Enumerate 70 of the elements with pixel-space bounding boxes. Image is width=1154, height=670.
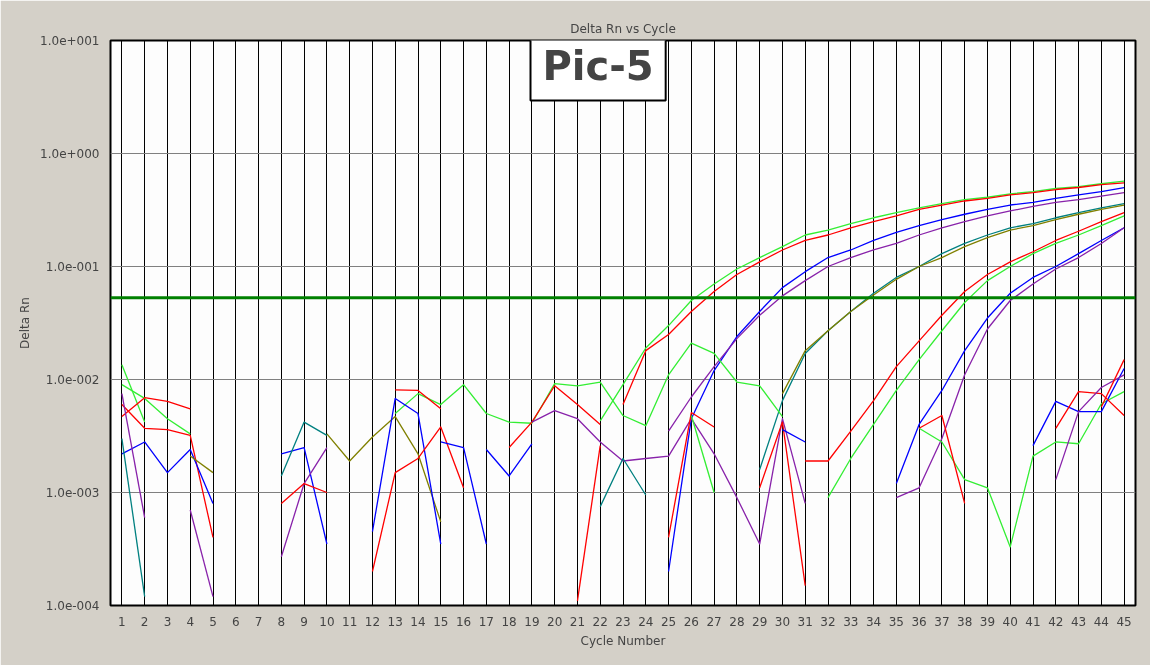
x-tick-label: 39 xyxy=(979,614,996,629)
x-tick-label: 37 xyxy=(934,614,950,629)
chart-title: Delta Rn vs Cycle xyxy=(570,21,676,36)
x-tick-label: 32 xyxy=(820,614,836,629)
x-tick-label: 16 xyxy=(455,614,472,629)
line-series xyxy=(1032,367,1125,447)
line-series xyxy=(326,415,442,523)
x-tick-label: 33 xyxy=(843,614,859,629)
y-tick-label: 1.0e-004 xyxy=(45,599,100,613)
x-tick-label: 12 xyxy=(364,614,381,629)
line-series xyxy=(918,391,1125,548)
x-tick-label: 44 xyxy=(1093,614,1109,629)
x-tick-label: 1 xyxy=(118,614,126,629)
x-tick-label: 18 xyxy=(501,614,517,629)
x-tick-label: 40 xyxy=(1002,614,1018,629)
x-axis-title: Cycle Number xyxy=(580,633,666,648)
x-tick-label: 28 xyxy=(729,614,745,629)
x-tick-label: 5 xyxy=(209,614,217,629)
y-tick-label: 1.0e+001 xyxy=(40,34,100,48)
x-tick-label: 41 xyxy=(1025,614,1041,629)
x-tick-label: 30 xyxy=(774,614,791,629)
x-tick-label: 7 xyxy=(254,614,263,629)
x-tick-label: 8 xyxy=(277,614,286,629)
x-tick-label: 25 xyxy=(660,614,677,629)
line-series xyxy=(804,211,1125,462)
x-tick-label: 43 xyxy=(1070,614,1087,629)
x-tick-label: 36 xyxy=(911,614,927,629)
line-series xyxy=(508,385,601,449)
x-tick-label: 23 xyxy=(615,614,631,629)
line-series xyxy=(121,441,214,505)
x-tick-label: 3 xyxy=(163,614,172,629)
line-series xyxy=(667,192,1125,432)
y-tick-label: 1.0e-001 xyxy=(45,260,100,274)
x-tick-label: 10 xyxy=(319,614,335,629)
x-tick-label: 31 xyxy=(797,614,813,629)
y-axis-title: Delta Rn xyxy=(18,297,33,349)
x-tick-label: 27 xyxy=(706,614,722,629)
x-tick-label: 4 xyxy=(186,614,195,629)
x-tick-label: 42 xyxy=(1048,614,1064,629)
x-tick-label: 6 xyxy=(231,614,240,629)
line-series xyxy=(781,204,1125,395)
line-series xyxy=(827,215,1125,499)
x-tick-label: 38 xyxy=(957,614,973,629)
y-tick-label: 1.0e-003 xyxy=(45,486,100,500)
x-tick-label: 9 xyxy=(300,614,308,629)
x-tick-label: 22 xyxy=(592,614,608,629)
x-tick-label: 35 xyxy=(888,614,904,629)
x-tick-label: 14 xyxy=(410,614,426,629)
line-series xyxy=(667,186,1125,573)
x-tick-label: 11 xyxy=(342,614,358,629)
x-tick-label: 17 xyxy=(478,614,494,629)
line-series xyxy=(1055,374,1125,481)
x-tick-label: 13 xyxy=(387,614,403,629)
x-tick-label: 34 xyxy=(865,614,882,629)
x-tick-label: 29 xyxy=(752,614,768,629)
y-tick-label: 1.0e+000 xyxy=(40,147,100,161)
x-tick-label: 2 xyxy=(140,614,149,629)
x-tick-label: 21 xyxy=(569,614,586,629)
x-tick-label: 20 xyxy=(547,614,563,629)
annotation: Pic-5 xyxy=(542,42,654,89)
x-tick-label: 26 xyxy=(683,614,699,629)
line-series xyxy=(759,202,1125,471)
x-tick-label: 45 xyxy=(1116,614,1132,629)
x-tick-label: 19 xyxy=(524,614,540,629)
line-series xyxy=(371,426,465,573)
line-series xyxy=(531,410,806,545)
y-tick-label: 1.0e-002 xyxy=(45,373,100,387)
line-series xyxy=(371,397,442,545)
x-tick-label: 24 xyxy=(638,614,654,629)
x-tick-label: 15 xyxy=(433,614,449,629)
